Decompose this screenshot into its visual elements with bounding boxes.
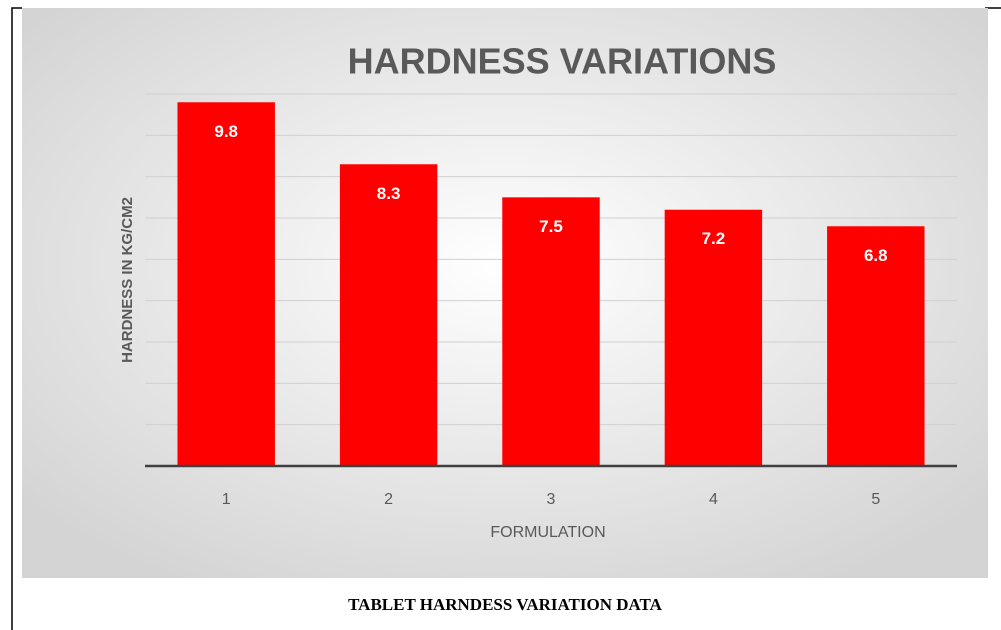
value-label: 7.5 [539,217,563,236]
value-label: 8.3 [377,184,401,203]
x-tick-label: 4 [709,491,718,508]
bar [339,164,438,466]
caption: TABLET HARNDESS VARIATION DATA [348,595,663,614]
value-label: 6.8 [864,246,888,265]
x-tick-label: 5 [871,491,880,508]
value-label: 7.2 [702,229,726,248]
y-axis-label: HARDNESS IN KG/CM2 [119,197,136,363]
chart-title: HARDNESS VARIATIONS [348,41,777,82]
x-tick-label: 1 [222,491,231,508]
bar [664,209,763,466]
x-axis-label: FORMULATION [490,524,605,541]
x-tick-label: 3 [547,491,556,508]
bar [502,197,600,467]
x-tick-label: 2 [384,491,393,508]
value-label: 9.8 [214,122,238,141]
bar [827,226,925,466]
bar [177,102,275,467]
